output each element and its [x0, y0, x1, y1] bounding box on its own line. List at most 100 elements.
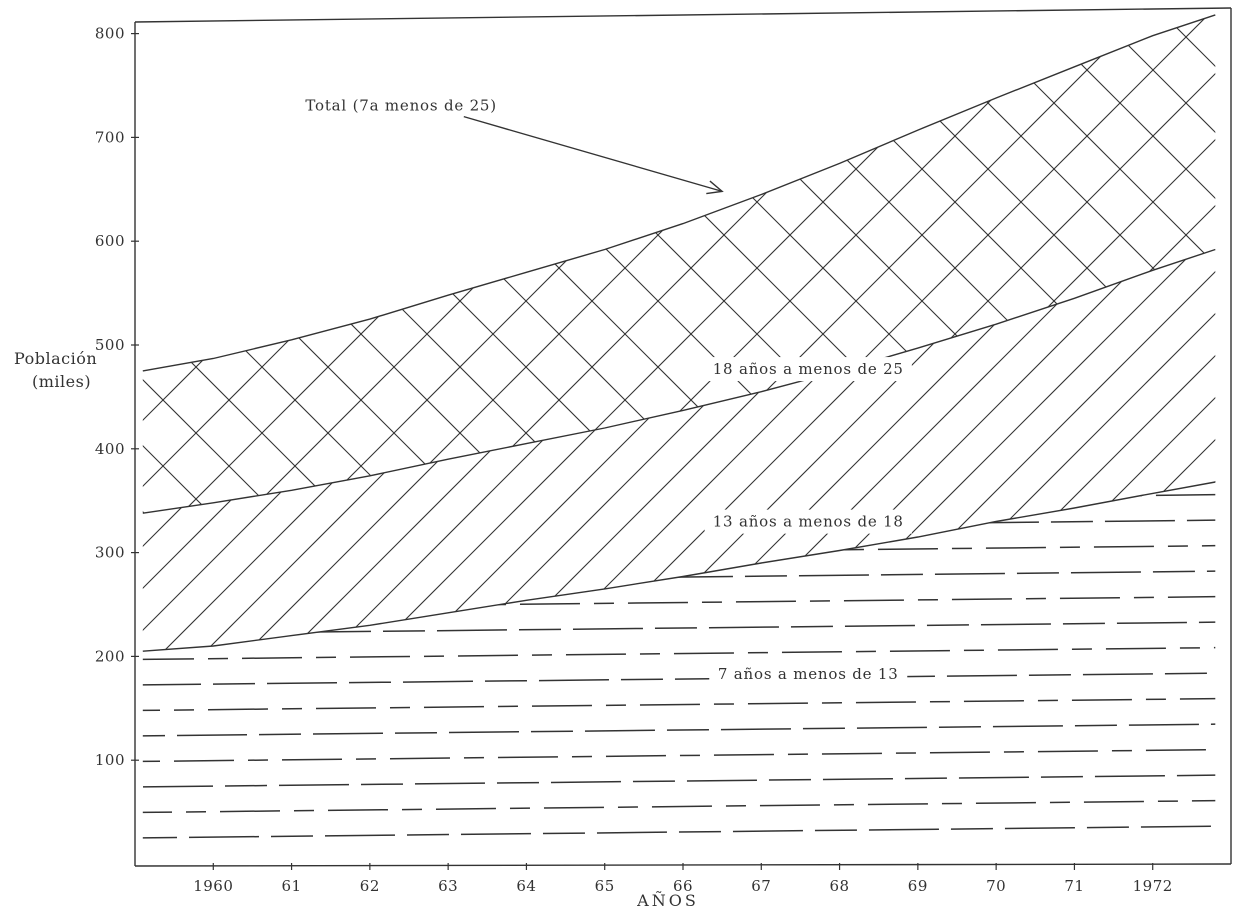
diagonal-hatch-line	[142, 249, 556, 652]
dash-hatch-line	[142, 748, 1216, 763]
crosshatch-down-line	[142, 14, 762, 514]
annotation-label: 7 años a menos de 13	[718, 665, 899, 683]
x-tick-label: 61	[282, 877, 302, 895]
diagonal-hatch-line	[956, 249, 1216, 652]
diagonal-hatch-line	[284, 249, 1186, 652]
diagonal-hatch-line	[200, 249, 1102, 652]
crosshatch-up-line	[422, 14, 1216, 514]
crosshatch-down-line	[142, 14, 1026, 514]
diagonal-hatch-line	[746, 249, 1216, 652]
x-axis-ticks: 1960 61 62 63 64 65 66 67 68 69 70 71 1972	[193, 863, 1173, 895]
crosshatch-down-line	[142, 14, 894, 514]
x-tick-label: 1972	[1133, 877, 1173, 895]
crosshatch-down-line	[322, 14, 1216, 514]
diagonal-hatch-line	[326, 249, 1216, 652]
crosshatch-down-line	[520, 14, 1216, 514]
crosshatch-up-line	[290, 14, 1192, 514]
diagonal-hatch-line	[914, 249, 1216, 652]
dash-hatch-line	[142, 519, 1216, 533]
diagonal-hatch-line	[142, 249, 976, 652]
crosshatch-down-line	[142, 14, 432, 514]
crosshatch-down-line	[142, 14, 828, 514]
crosshatch-down-line	[850, 14, 1216, 514]
x-tick-label: 66	[673, 877, 693, 895]
x-tick-label: 64	[516, 877, 536, 895]
crosshatch-up-line	[142, 14, 466, 514]
crosshatch-up-line	[488, 14, 1216, 514]
dash-hatch-line	[142, 799, 1216, 814]
dash-hatch-line	[142, 672, 1216, 686]
x-tick-label: 65	[595, 877, 615, 895]
diagonal-hatch-line	[704, 249, 1216, 652]
diagonal-hatch-line	[142, 249, 472, 652]
annotation-layer: Total (7a menos de 25) 18 años a menos de…	[305, 96, 912, 687]
diagonal-hatch-line	[142, 249, 1018, 652]
y-axis-title-line-2: (miles)	[32, 372, 91, 391]
crosshatch-down-line	[1048, 14, 1216, 514]
diagonal-hatch-line	[578, 249, 1216, 652]
dash-hatch-line	[142, 621, 1216, 635]
diagonal-hatch-line	[1040, 249, 1216, 652]
crosshatch-down-line	[718, 14, 1216, 514]
crosshatch-down-line	[652, 14, 1216, 514]
crosshatch-up-line	[818, 14, 1216, 514]
crosshatch-down-line	[1114, 14, 1216, 514]
diagonal-hatch-line	[1208, 249, 1216, 652]
x-tick-label: 71	[1064, 877, 1084, 895]
diagonal-hatch-line	[142, 249, 934, 652]
boundary-line-0	[142, 481, 1216, 652]
diagonal-hatch-line	[368, 249, 1216, 652]
crosshatch-down-line	[142, 14, 630, 514]
crosshatch-up-line	[1016, 14, 1216, 514]
dash-hatch-line	[142, 723, 1216, 737]
crosshatch-down-line	[142, 14, 564, 514]
dash-hatch-line	[142, 697, 1216, 712]
crosshatch-up-line	[142, 14, 400, 514]
dash-hatch-line	[135, 444, 1231, 456]
x-tick-label: 68	[830, 877, 850, 895]
diagonal-hatch-line	[536, 249, 1216, 652]
dash-hatch-line	[142, 646, 1216, 661]
crosshatch-up-line	[752, 14, 1216, 514]
diagonal-hatch-line	[142, 249, 430, 652]
diagonal-hatch-line	[494, 249, 1216, 652]
frame-top	[134, 7, 1232, 23]
y-axis-title-line-1: Población	[14, 349, 97, 368]
crosshatch-down-line	[142, 14, 498, 514]
crosshatch-up-line	[142, 14, 532, 514]
boundary-line-1	[142, 248, 1216, 514]
diagonal-hatch-line	[158, 249, 1060, 652]
diagonal-hatch-line	[1166, 249, 1216, 652]
diagonal-hatch-line	[142, 249, 514, 652]
arrow-shaft	[463, 115, 723, 193]
crosshatch-up-line	[142, 14, 334, 514]
crosshatch-down-line	[454, 14, 1216, 514]
y-tick-label: 400	[95, 440, 125, 458]
band-dashes-0	[135, 444, 1231, 839]
crosshatch-up-line	[1214, 14, 1216, 514]
diagonal-hatch-line	[410, 249, 1216, 652]
crosshatch-down-line	[1180, 14, 1216, 514]
crosshatch-down-line	[0, 0, 35, 866]
x-tick-label: 67	[751, 877, 771, 895]
diagonal-hatch-line	[1082, 249, 1216, 652]
crosshatch-up-line	[620, 14, 1216, 514]
annotation-backdrop	[709, 662, 908, 687]
crosshatch-down-line	[190, 14, 1092, 514]
dash-hatch-line	[142, 595, 1216, 610]
y-tick-label: 200	[95, 647, 125, 665]
crosshatch-up-line	[224, 14, 1126, 514]
crosshatch-up-line	[142, 14, 994, 514]
crosshatch-up-line	[1148, 14, 1216, 514]
y-tick-label: 600	[95, 232, 125, 250]
y-tick-label: 100	[95, 751, 125, 769]
y-tick-label: 700	[95, 128, 125, 146]
crosshatch-down-line	[388, 14, 1216, 514]
crosshatch-up-line	[884, 14, 1216, 514]
diagonal-hatch-line	[620, 249, 1216, 652]
annotation-label: 13 años a menos de 18	[713, 513, 904, 531]
crosshatch-down-line	[0, 0, 101, 866]
arrow-head	[706, 180, 724, 195]
